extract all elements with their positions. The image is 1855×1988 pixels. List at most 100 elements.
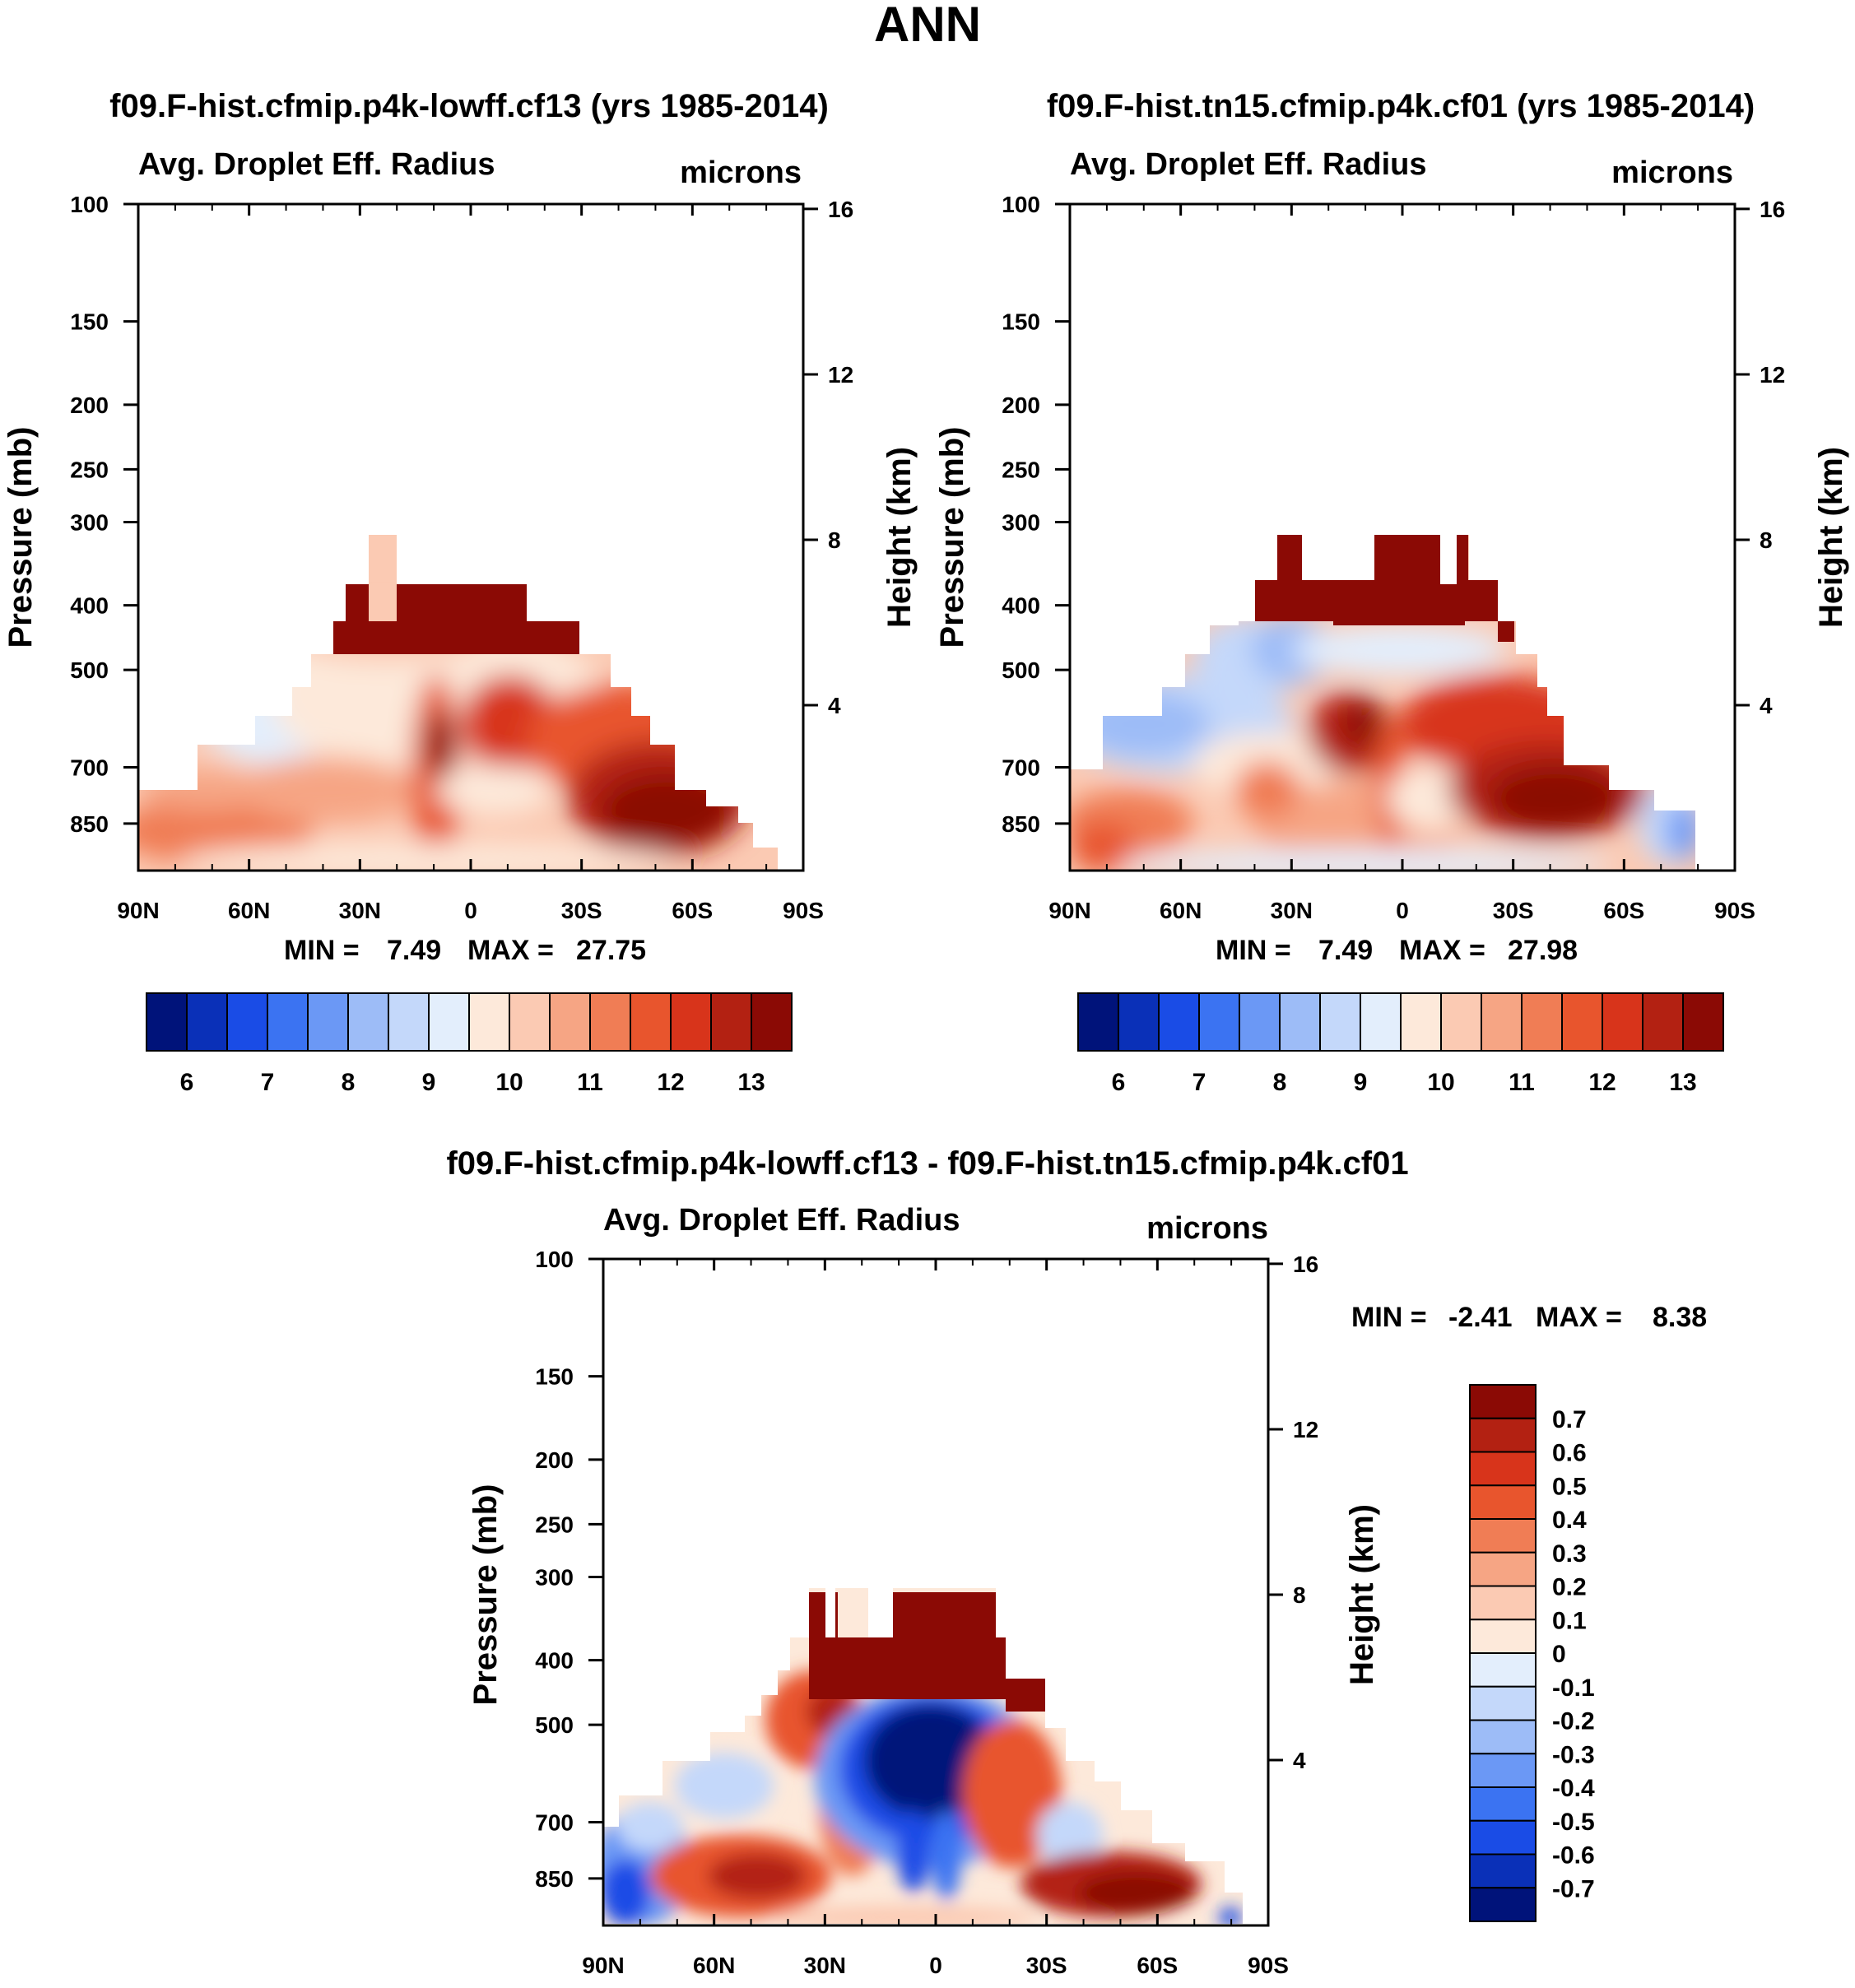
page-title: ANN <box>874 0 981 52</box>
panel-2-units: microns <box>1611 156 1733 190</box>
colorbar-swatch <box>1400 992 1442 1052</box>
colorbar-swatch <box>589 992 631 1052</box>
y-right-tick-label: 12 <box>828 362 853 388</box>
panel-1-colorbar: 6 7 8 9 10 11 12 13 <box>146 992 793 1096</box>
colorbar-label: -0.6 <box>1552 1842 1595 1870</box>
y-right-tick-label: 4 <box>828 693 841 718</box>
y-right-tick-label: 4 <box>1293 1748 1306 1773</box>
x-tick-label: 30N <box>804 1953 846 1978</box>
y-tick-label: 850 <box>1002 811 1040 837</box>
colorbar-swatch <box>1481 992 1523 1052</box>
panel-1-subtitle: Avg. Droplet Eff. Radius <box>138 147 495 182</box>
panel-2-min-label: MIN = <box>1216 935 1291 966</box>
x-tick-label: 90S <box>1248 1953 1289 1978</box>
x-tick-label: 60N <box>693 1953 735 1978</box>
panel-1-max-value: 27.75 <box>576 935 646 966</box>
colorbar-swatch <box>1279 992 1321 1052</box>
panel-1-y-label: Pressure (mb) <box>2 427 39 648</box>
y-right-tick-label: 16 <box>1293 1252 1318 1277</box>
x-tick-label: 60N <box>228 898 270 923</box>
y-tick-label: 100 <box>70 192 109 217</box>
panel-2-max-label: MAX = <box>1399 935 1485 966</box>
colorbar-swatch <box>1469 1853 1537 1889</box>
panel-1: f09.F-hist.cfmip.p4k-lowff.cf13 (yrs 198… <box>2 88 918 1096</box>
colorbar-swatch <box>1319 992 1361 1052</box>
panel-3-field <box>603 1588 1243 1924</box>
colorbar-swatch <box>630 992 672 1052</box>
y-right-tick-label: 12 <box>1760 362 1785 388</box>
colorbar-label: 13 <box>737 1069 765 1096</box>
colorbar-label: 12 <box>1588 1069 1616 1096</box>
panel-2-y-label: Pressure (mb) <box>934 427 970 648</box>
y-tick-label: 100 <box>535 1247 574 1272</box>
panel-2-y-label-right: Height (km) <box>1813 447 1849 628</box>
colorbar-label: 9 <box>1354 1069 1368 1096</box>
colorbar-swatch <box>1239 992 1281 1052</box>
y-tick-label: 400 <box>1002 593 1040 619</box>
panel-2-title: f09.F-hist.tn15.cfmip.p4k.cf01 (yrs 1985… <box>1047 88 1755 124</box>
y-tick-label: 500 <box>70 657 109 683</box>
y-tick-label: 850 <box>70 811 109 837</box>
colorbar-label: -0.2 <box>1552 1708 1595 1735</box>
panel-2: f09.F-hist.tn15.cfmip.p4k.cf01 (yrs 1985… <box>934 88 1849 1096</box>
colorbar-swatch <box>186 992 228 1052</box>
colorbar-label: 11 <box>1509 1069 1535 1096</box>
panel-1-min-value: 7.49 <box>387 935 441 966</box>
colorbar-swatch <box>549 992 591 1052</box>
colorbar-swatch <box>1469 1685 1537 1721</box>
panel-2-min-value: 7.49 <box>1318 935 1373 966</box>
panel-1-y-label-right: Height (km) <box>881 447 918 628</box>
colorbar-label: -0.5 <box>1552 1809 1595 1836</box>
colorbar-label: 8 <box>1273 1069 1287 1096</box>
colorbar-swatch <box>1198 992 1240 1052</box>
y-right-tick-label: 8 <box>1760 527 1773 553</box>
colorbar-label: 12 <box>657 1069 684 1096</box>
colorbar-swatch <box>1440 992 1482 1052</box>
colorbar-label: 0.1 <box>1552 1607 1587 1634</box>
colorbar-swatch <box>1469 1484 1537 1520</box>
colorbar-label: 0.2 <box>1552 1574 1587 1601</box>
x-tick-label: 0 <box>464 898 477 923</box>
x-tick-label: 60N <box>1160 898 1202 923</box>
colorbar-label: 7 <box>261 1069 275 1096</box>
y-right-tick-label: 8 <box>828 527 841 553</box>
colorbar-label: 0.5 <box>1552 1473 1587 1500</box>
colorbar-swatch <box>1469 1652 1537 1688</box>
colorbar-label: 0 <box>1552 1641 1566 1668</box>
panel-3: f09.F-hist.cfmip.p4k-lowff.cf13 - f09.F-… <box>446 1145 1707 1978</box>
y-tick-label: 200 <box>535 1447 574 1473</box>
colorbar-label: 10 <box>1427 1069 1454 1096</box>
y-tick-label: 300 <box>1002 509 1040 535</box>
y-tick-label: 400 <box>535 1648 574 1674</box>
x-tick-label: 60S <box>672 898 713 923</box>
y-tick-label: 500 <box>1002 657 1040 683</box>
x-tick-label: 60S <box>1137 1953 1178 1978</box>
colorbar-label: 0.6 <box>1552 1440 1587 1467</box>
y-right-tick-label: 4 <box>1760 693 1773 718</box>
colorbar-swatch <box>1469 1451 1537 1487</box>
colorbar-swatch <box>267 992 309 1052</box>
colorbar-swatch <box>146 992 188 1052</box>
colorbar-swatch <box>1469 1551 1537 1587</box>
colorbar-swatch <box>1469 1384 1537 1419</box>
panel-1-units: microns <box>680 156 802 190</box>
colorbar-swatch <box>388 992 430 1052</box>
colorbar-swatch <box>468 992 510 1052</box>
colorbar-swatch <box>347 992 389 1052</box>
y-tick-label: 850 <box>535 1866 574 1892</box>
y-tick-label: 250 <box>535 1512 574 1537</box>
colorbar-swatch <box>1469 1417 1537 1453</box>
x-tick-label: 0 <box>929 1953 942 1978</box>
x-tick-label: 30S <box>561 898 602 923</box>
colorbar-label: 11 <box>577 1069 603 1096</box>
y-tick-label: 150 <box>1002 309 1040 335</box>
colorbar-swatch <box>1469 1819 1537 1856</box>
colorbar-swatch <box>307 992 349 1052</box>
x-tick-label: 90N <box>117 898 159 923</box>
panel-3-subtitle: Avg. Droplet Eff. Radius <box>603 1203 960 1238</box>
colorbar-swatch <box>1469 1887 1537 1922</box>
y-tick-label: 250 <box>70 457 109 482</box>
y-tick-label: 100 <box>1002 192 1040 217</box>
panel-2-ticks: 90N 60N 30N 0 30S 60S 90S 100 150 200 250 300 400 500… <box>1002 192 1785 923</box>
x-tick-label: 90S <box>1714 898 1755 923</box>
